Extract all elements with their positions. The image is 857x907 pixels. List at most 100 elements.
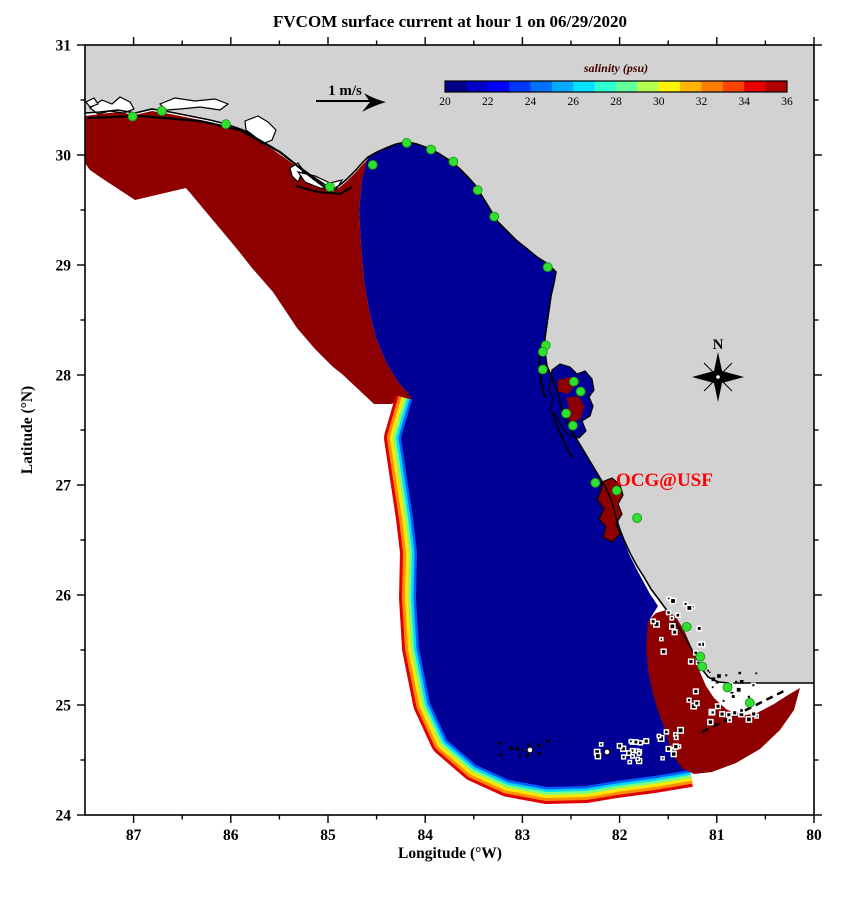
apalachicola-barrier: [295, 185, 353, 196]
island-speck: [537, 752, 542, 756]
x-tick-label: 84: [417, 827, 433, 844]
island-speck: [654, 622, 659, 627]
station-marker: [722, 682, 733, 693]
colorbar-segment: [551, 81, 574, 92]
se-high-salinity-region: [646, 610, 800, 774]
island-speck: [697, 627, 701, 630]
island-speck: [518, 754, 521, 757]
choctawhatchee-bay: [158, 97, 230, 111]
colorbar-tick-label: 28: [610, 96, 622, 108]
colorbar-segment: [487, 81, 510, 92]
island-speck: [499, 753, 503, 757]
island-speck: [707, 669, 710, 672]
island-speck: [661, 649, 666, 654]
island-speck: [618, 744, 622, 748]
colorbar-tick-label: 22: [482, 96, 494, 108]
axes-ticks: 87 86 85 84 83 82 81 80 31 30 29 28 27 26 25 24: [56, 37, 822, 844]
island-speck: [716, 704, 720, 708]
island-speck: [708, 671, 711, 674]
island-speck: [738, 671, 741, 675]
colorbar-segment: [701, 81, 724, 92]
station-marker: [681, 622, 692, 632]
colorbar-tick-label: 30: [653, 96, 665, 108]
island-speck: [515, 746, 519, 751]
island-speck: [687, 606, 692, 610]
y-tick-label: 29: [56, 258, 72, 275]
island-speck: [668, 597, 670, 600]
station-marker: [632, 513, 642, 523]
station-marker: [472, 185, 483, 196]
colorbar-segment: [722, 81, 745, 92]
island-speck: [636, 758, 639, 760]
station-marker: [448, 156, 459, 167]
y-tick-label: 24: [56, 808, 72, 825]
station-marker: [324, 181, 335, 192]
colorbar-segment: [530, 81, 553, 92]
island-speck: [752, 712, 756, 716]
island-speck: [651, 620, 655, 623]
scale-arrow-head: [362, 93, 386, 112]
station-marker: [537, 346, 548, 357]
x-tick-label: 83: [515, 827, 531, 844]
station-markers: [127, 106, 755, 708]
island-speck: [694, 651, 697, 655]
island-speck: [600, 743, 602, 746]
tiny-island-west: [526, 746, 534, 754]
x-axis-label: Longitude (°W): [398, 845, 502, 862]
island-speck: [595, 750, 600, 754]
colorbar-segment: [573, 81, 596, 92]
station-marker: [611, 485, 622, 496]
island-speck: [728, 719, 731, 722]
station-marker: [401, 137, 412, 148]
colorbar-tick-label: 34: [739, 96, 751, 108]
colorbar-segment: [637, 81, 660, 92]
x-tick-label: 86: [223, 827, 239, 844]
island-speck: [740, 709, 743, 712]
island-speck: [622, 755, 625, 759]
station-marker: [537, 364, 548, 375]
island-speck: [665, 730, 668, 734]
island-speck: [672, 752, 676, 756]
compass-label: N: [713, 337, 724, 353]
station-marker: [575, 386, 586, 397]
station-marker: [744, 697, 755, 708]
island-speck: [527, 743, 531, 746]
tiny-island-east: [603, 748, 611, 756]
station-marker: [367, 159, 378, 170]
colorbar-tick-label: 24: [525, 96, 537, 108]
island-speck: [694, 689, 698, 693]
colorbar-segment: [680, 81, 702, 92]
island-speck: [717, 674, 721, 678]
island-speck: [634, 740, 638, 744]
panhandle-barrier-islands: [87, 114, 334, 194]
island-speck: [755, 672, 758, 675]
island-speck: [628, 761, 631, 763]
y-tick-label: 26: [56, 588, 72, 605]
plot-frame: [84, 44, 815, 816]
x-tick-label: 81: [709, 827, 725, 844]
island-speck: [678, 728, 683, 733]
island-speck: [657, 735, 660, 737]
pensacola-bay: [88, 96, 135, 115]
nw-high-salinity-fill: [85, 116, 273, 292]
island-speck: [727, 713, 731, 717]
y-tick-label: 28: [56, 368, 72, 385]
st-andrew-bay: [244, 115, 277, 145]
scale-arrow: 1 m/s: [316, 83, 386, 112]
island-speck: [698, 643, 701, 646]
colorbar-segment: [616, 81, 638, 92]
island-speck: [715, 680, 719, 684]
colorbar-segment: [658, 81, 681, 92]
x-tick-label: 87: [126, 827, 142, 844]
island-speck: [516, 748, 519, 751]
colorbar-segment: [744, 81, 767, 92]
station-marker: [695, 651, 706, 662]
island-speck: [631, 755, 634, 758]
island-speck: [752, 684, 755, 687]
colorbar-border: [444, 80, 788, 93]
colorbar-segment: [594, 81, 617, 92]
island-speck: [537, 743, 541, 747]
island-speck: [733, 711, 737, 715]
perdido-bay: [85, 97, 99, 108]
